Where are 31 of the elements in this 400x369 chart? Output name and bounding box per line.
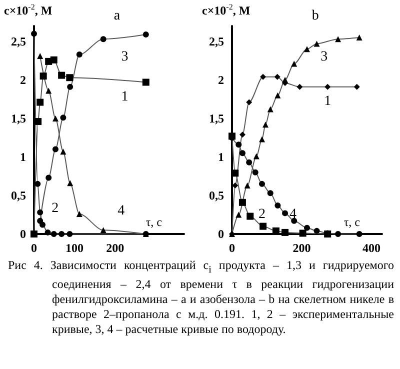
y-tick-label: 2	[218, 72, 224, 87]
chart-title: b	[312, 8, 319, 24]
series-label: 1	[121, 89, 128, 104]
y-tick-label: 2,5	[209, 34, 224, 48]
x-tick-label: 200	[106, 241, 124, 255]
x-tick-label: 400	[362, 241, 381, 255]
series-label: 1	[324, 94, 332, 109]
y-tick-label: 1	[218, 150, 224, 164]
y-tick-label: 1,5	[209, 111, 224, 126]
y-tick-label: 0,5	[11, 188, 26, 202]
y-tick-label: 0,5	[209, 188, 224, 202]
x-axis-title: τ, c	[146, 215, 162, 229]
chart-title: a	[114, 8, 121, 24]
y-tick-label: 1	[20, 150, 26, 164]
series-label: 4	[118, 203, 125, 218]
x-tick-label: 0	[229, 241, 235, 255]
text: Рис 4. Зависимости концентраций c$_{i}$ продукта – 1,3 и гидрируемого соединения – 2,4 от времени τ в реакции гидрогенизации фенилгидроксиламина – a и азобензола – b на скелетном никеле в растворе 2–пропанола с м.д. 0.191. 1, 2 – экспериментальные кривые, 3, 4 – расчетные кривые по водороду.	[7, 258, 395, 338]
x-tick-label: 100	[66, 241, 84, 255]
series-label: 2	[52, 201, 59, 216]
series-label: 3	[121, 49, 128, 64]
y-tick-label: 0	[20, 227, 26, 241]
y-tick-label: 2	[20, 72, 26, 87]
y-tick-label: 2,5	[11, 34, 26, 48]
x-axis-title: τ, c	[344, 215, 360, 229]
series-label: 2	[258, 207, 266, 222]
x-tick-label: 0	[31, 241, 37, 255]
x-tick-label: 200	[292, 241, 311, 255]
y-tick-label: 1,5	[11, 111, 26, 126]
series-label: 3	[320, 49, 328, 64]
series-label: 4	[290, 207, 297, 222]
y-tick-label: 0	[218, 227, 224, 241]
